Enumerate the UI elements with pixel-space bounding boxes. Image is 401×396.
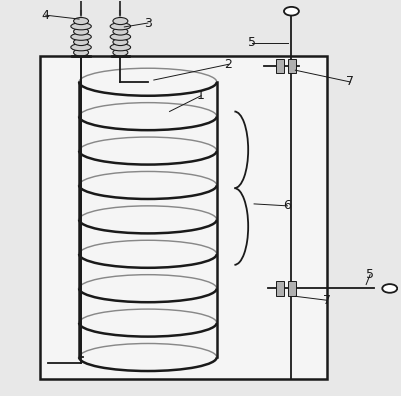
Text: 7: 7: [322, 294, 330, 307]
Text: 6: 6: [283, 199, 291, 212]
Ellipse shape: [113, 17, 128, 25]
Text: 5: 5: [365, 268, 373, 281]
Ellipse shape: [73, 17, 88, 25]
Ellipse shape: [113, 28, 128, 35]
Text: 3: 3: [144, 17, 152, 30]
Text: 2: 2: [224, 58, 232, 71]
Ellipse shape: [113, 38, 128, 46]
Text: 5: 5: [247, 36, 255, 49]
Ellipse shape: [110, 33, 130, 40]
Polygon shape: [275, 282, 284, 295]
Ellipse shape: [113, 49, 128, 56]
Ellipse shape: [381, 284, 396, 293]
Ellipse shape: [73, 49, 88, 56]
Text: 7: 7: [346, 76, 354, 88]
Ellipse shape: [110, 44, 130, 51]
Ellipse shape: [73, 38, 88, 46]
Polygon shape: [287, 59, 296, 73]
Text: 4: 4: [42, 9, 49, 22]
Ellipse shape: [71, 33, 91, 40]
Ellipse shape: [73, 28, 88, 35]
Ellipse shape: [110, 23, 130, 30]
Polygon shape: [40, 57, 326, 379]
Ellipse shape: [283, 7, 298, 15]
Polygon shape: [275, 59, 284, 73]
Ellipse shape: [71, 44, 91, 51]
Polygon shape: [287, 282, 296, 295]
Ellipse shape: [71, 23, 91, 30]
Text: 1: 1: [196, 89, 205, 102]
